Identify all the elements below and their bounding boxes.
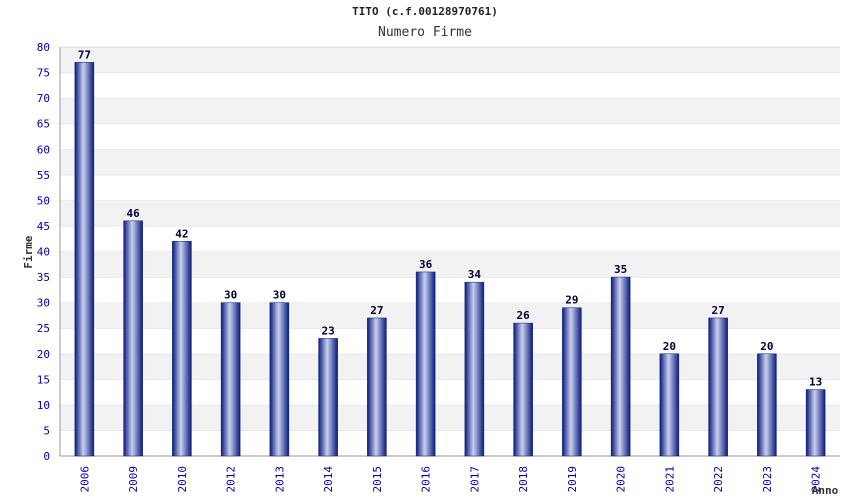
y-tick-label: 0 (43, 450, 50, 463)
data-label: 20 (663, 340, 676, 353)
data-label: 30 (273, 289, 286, 302)
x-tick-label: 2022 (712, 466, 725, 493)
grid-band (60, 123, 840, 150)
bar (708, 317, 728, 457)
y-tick-label: 5 (43, 424, 50, 437)
data-label: 29 (565, 294, 578, 307)
grid-band (60, 174, 840, 201)
data-label: 34 (468, 268, 482, 281)
grid-band (60, 47, 840, 73)
x-tick-label: 2020 (615, 466, 628, 493)
data-label: 26 (517, 309, 531, 322)
x-tick-label: 2013 (273, 466, 286, 493)
y-tick-label: 55 (37, 169, 50, 182)
x-tick-label: 2018 (517, 466, 530, 493)
y-tick-label: 35 (37, 271, 50, 284)
data-label: 13 (809, 376, 822, 389)
data-label: 23 (322, 324, 335, 337)
bars (74, 62, 826, 457)
y-tick-label: 30 (37, 297, 50, 310)
y-tick-label: 20 (37, 348, 50, 361)
y-tick-label: 45 (37, 220, 50, 233)
y-tick-label: 50 (37, 194, 50, 207)
x-tick-label: 2006 (78, 466, 91, 493)
y-tick-label: 80 (37, 41, 50, 54)
y-tick-label: 70 (37, 92, 50, 105)
bar (757, 353, 777, 457)
data-label: 46 (127, 207, 141, 220)
grid-band (60, 72, 840, 99)
bar (562, 307, 582, 457)
data-label: 77 (78, 48, 91, 61)
bar (513, 322, 533, 457)
x-tick-label: 2010 (176, 466, 189, 493)
y-tick-label: 40 (37, 246, 50, 259)
y-tick-label: 75 (37, 67, 50, 80)
y-axis-label: Firme (22, 235, 35, 268)
y-tick-label: 65 (37, 118, 50, 131)
bar (659, 353, 680, 457)
x-tick-label: 2019 (566, 466, 579, 493)
bar (74, 62, 95, 457)
data-label: 20 (760, 340, 773, 353)
bar (610, 276, 631, 457)
data-label: 30 (224, 289, 237, 302)
bar (367, 317, 387, 457)
bar (415, 271, 436, 457)
grid-band (60, 149, 840, 175)
data-label: 36 (419, 258, 433, 271)
chart-subtitle: Numero Firme (378, 25, 472, 40)
data-label: 35 (614, 263, 627, 276)
x-tick-label: 2009 (127, 466, 140, 493)
grid-band (60, 200, 840, 226)
grid-band (60, 98, 840, 124)
x-tick-label: 2024 (810, 466, 823, 493)
ticks: 0 5 10 15 20 25 30 35 40 45 50 55 60 65 70 75 80 2006 2009… (37, 41, 823, 493)
y-tick-label: 25 (37, 322, 50, 335)
bar (220, 302, 241, 457)
data-label: 27 (370, 304, 383, 317)
x-tick-label: 2017 (468, 466, 481, 493)
x-tick-label: 2021 (663, 466, 676, 493)
y-tick-label: 10 (37, 399, 50, 412)
bar (172, 241, 192, 457)
x-tick-label: 2014 (322, 466, 335, 493)
x-axis-label: Anno (812, 484, 839, 497)
data-label: 42 (175, 227, 188, 240)
bar-labels: 77 46 42 30 30 23 27 36 34 26 29 35 20 27 20 13 (78, 48, 823, 388)
y-tick-label: 60 (37, 143, 50, 156)
x-tick-label: 2023 (761, 466, 774, 493)
x-tick-label: 2012 (225, 466, 238, 493)
x-tick-label: 2015 (371, 466, 384, 493)
bar (269, 302, 290, 457)
x-tick-label: 2016 (420, 466, 433, 493)
data-label: 27 (712, 304, 725, 317)
chart-title: TITO (c.f.00128970761) (352, 5, 498, 18)
y-tick-label: 15 (37, 373, 50, 386)
bar (464, 281, 485, 457)
bar (123, 220, 143, 457)
bar (318, 338, 338, 457)
bar (805, 389, 826, 457)
